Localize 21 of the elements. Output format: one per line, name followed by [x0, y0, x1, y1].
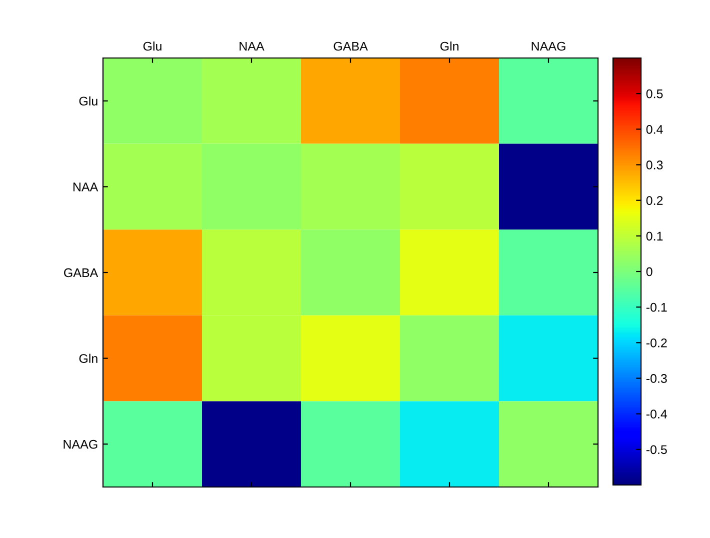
color-bar-label: -0.3	[646, 374, 667, 383]
color-bar-label: -0.2	[646, 338, 667, 348]
x-tick-label: NAA	[240, 42, 264, 51]
color-bar-label: 0.1	[646, 232, 663, 241]
color-bar-label: 0.2	[646, 196, 663, 205]
x-tick-label: Glu	[143, 41, 162, 51]
color-bar-label: 0	[646, 267, 652, 276]
y-tick-label: NAA	[73, 182, 98, 192]
color-bar-label: -0.4	[646, 410, 668, 418]
x-tick-label: Gln	[440, 41, 458, 51]
y-tick-label: Glu	[79, 96, 98, 106]
color-bar-label: 0.4	[646, 124, 663, 134]
y-tick-label: Gln	[79, 354, 98, 363]
y-tick-label: GABA	[64, 268, 98, 278]
color-bar-label: 0.5	[646, 89, 663, 98]
color-bar-label: 0.3	[646, 160, 663, 170]
y-tick-label: NAAG	[64, 440, 98, 449]
x-tick-label: GABA	[334, 42, 368, 51]
x-tick-label: NAAG	[532, 42, 566, 51]
color-bar-label: -0.1	[646, 302, 667, 312]
color-bar-label: -0.5	[646, 445, 667, 454]
